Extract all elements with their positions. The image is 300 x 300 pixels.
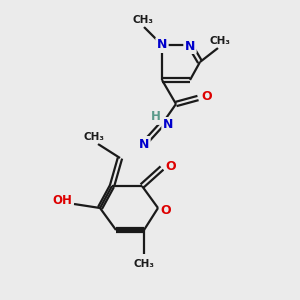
Text: N: N [185,40,195,52]
Text: O: O [166,160,176,173]
Text: CH₃: CH₃ [134,259,154,269]
Text: N: N [139,137,149,151]
Text: OH: OH [52,194,72,208]
Text: H: H [151,110,161,124]
Text: N: N [163,118,173,131]
Text: O: O [202,91,212,103]
Text: CH₃: CH₃ [83,132,104,142]
Text: O: O [161,203,171,217]
Text: CH₃: CH₃ [133,15,154,25]
Text: CH₃: CH₃ [209,36,230,46]
Text: N: N [157,38,167,52]
